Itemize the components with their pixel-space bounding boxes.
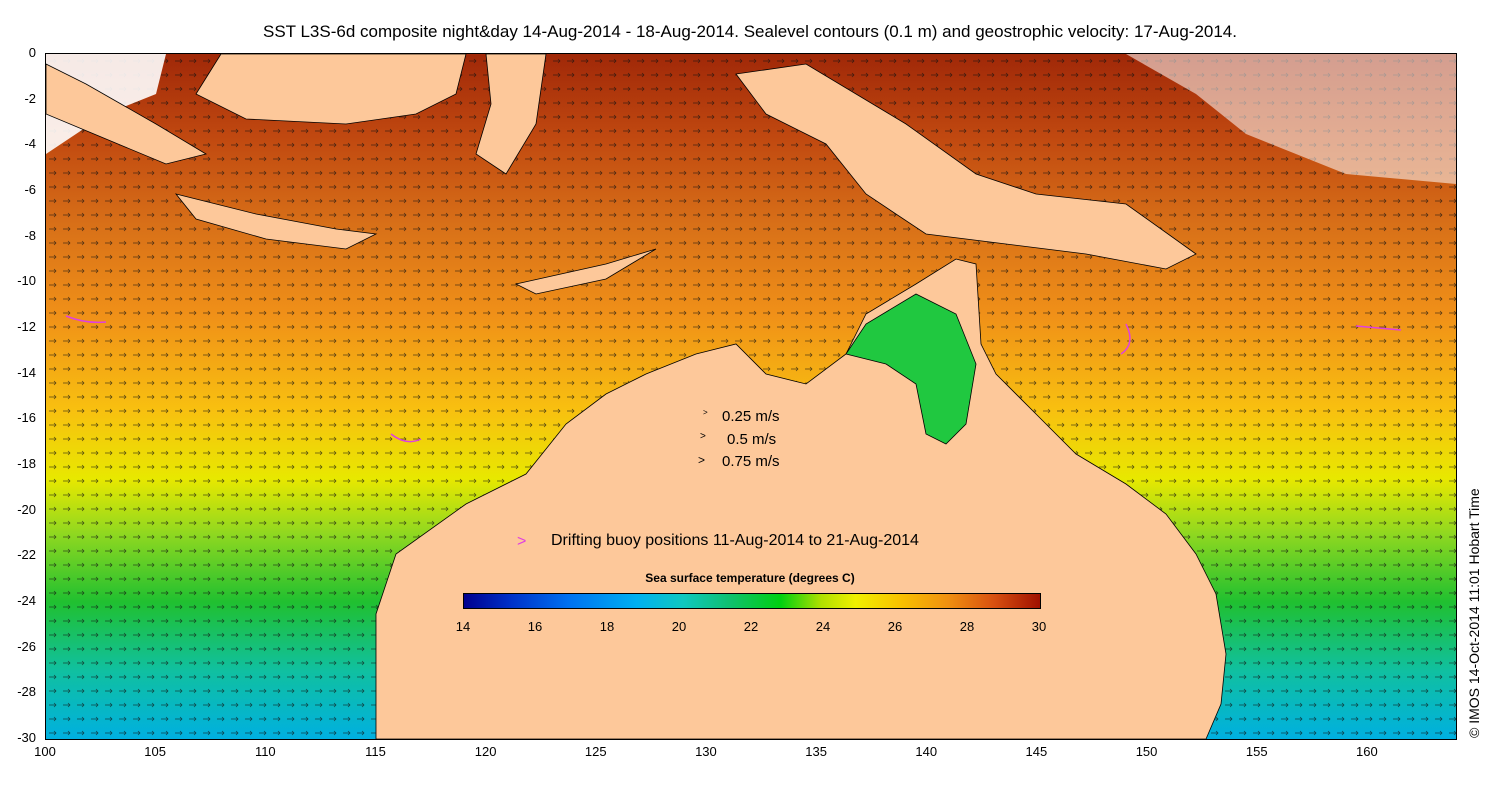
x-tick-label: 110 <box>254 744 276 759</box>
x-tick-label: 130 <box>695 744 717 759</box>
landmass-borneo <box>195 54 467 125</box>
colorbar-tick-label: 24 <box>815 619 831 634</box>
colorbar-tick-label: 20 <box>671 619 687 634</box>
x-tick-label: 145 <box>1025 744 1048 759</box>
x-tick-label: 150 <box>1135 744 1158 759</box>
sst-map-canvas <box>46 54 1456 739</box>
cloud-gap-top-right <box>1126 54 1456 184</box>
landmass-sulawesi <box>475 54 547 175</box>
y-tick-label: -12 <box>17 319 36 334</box>
y-tick-label: -8 <box>24 227 36 243</box>
buoy-legend-label: Drifting buoy positions 11-Aug-2014 to 2… <box>551 532 919 549</box>
sst-map[interactable] <box>45 53 1457 740</box>
y-tick-label: -22 <box>17 547 36 563</box>
landmass-new-guinea <box>735 63 1197 270</box>
colorbar-tick-label: 22 <box>743 619 759 634</box>
buoy-track-3 <box>1120 323 1131 355</box>
buoy-track-1 <box>65 315 107 324</box>
y-tick-label: -4 <box>24 136 36 152</box>
x-tick-label: 115 <box>365 744 386 759</box>
buoy-legend-symbol: > <box>517 533 527 550</box>
x-tick-label: 160 <box>1356 744 1378 759</box>
velocity-label-075: 0.75 m/s <box>722 453 780 470</box>
x-tick-label: 105 <box>144 744 166 759</box>
buoy-track-2 <box>390 433 422 443</box>
gulf-of-carpentaria <box>845 293 977 445</box>
landmass-australia <box>375 258 1227 739</box>
colorbar-tick-label: 18 <box>599 619 615 634</box>
x-tick-label: 135 <box>805 744 827 759</box>
colorbar-tick-label: 30 <box>1031 619 1047 634</box>
x-tick-label: 125 <box>584 744 607 759</box>
landmass-sumatra <box>46 63 208 165</box>
y-tick-label: -14 <box>17 364 36 380</box>
colorbar-tick-label: 26 <box>887 619 903 634</box>
velocity-arrow-05: > <box>700 431 706 442</box>
y-tick-label: -28 <box>17 684 36 700</box>
y-tick-label: -2 <box>24 90 36 106</box>
landmass-java <box>174 193 378 250</box>
y-tick-label: -10 <box>17 273 36 289</box>
x-tick-label: 140 <box>915 744 938 759</box>
velocity-arrow-025: > <box>703 408 708 417</box>
page-title: SST L3S-6d composite night&day 14-Aug-20… <box>263 22 1237 41</box>
y-tick-label: -6 <box>24 182 36 197</box>
buoy-track-4 <box>1355 325 1402 331</box>
x-tick-label: 120 <box>474 744 497 759</box>
velocity-label-05: 0.5 m/s <box>727 431 777 448</box>
colorbar-tick-label: 28 <box>959 619 975 634</box>
x-tick-label: 100 <box>34 744 56 759</box>
velocity-arrow-075: > <box>698 453 706 467</box>
x-tick-label: 155 <box>1245 744 1268 759</box>
copyright-text: © IMOS 14-Oct-2014 11:01 Hobart Time <box>1466 488 1482 738</box>
colorbar <box>463 593 1041 609</box>
y-tick-label: -30 <box>17 730 36 745</box>
landmass-timor <box>514 248 657 295</box>
velocity-label-025: 0.25 m/s <box>722 408 780 425</box>
y-tick-label: -16 <box>17 410 36 426</box>
colorbar-tick-label: 14 <box>455 619 471 634</box>
colorbar-title: Sea surface temperature (degrees C) <box>645 571 855 585</box>
y-tick-label: 0 <box>28 45 36 60</box>
y-tick-label: -18 <box>17 456 36 471</box>
y-tick-label: -20 <box>17 501 36 517</box>
y-tick-label: -24 <box>17 593 36 608</box>
y-tick-label: -26 <box>17 638 36 654</box>
colorbar-tick-label: 16 <box>527 619 543 634</box>
